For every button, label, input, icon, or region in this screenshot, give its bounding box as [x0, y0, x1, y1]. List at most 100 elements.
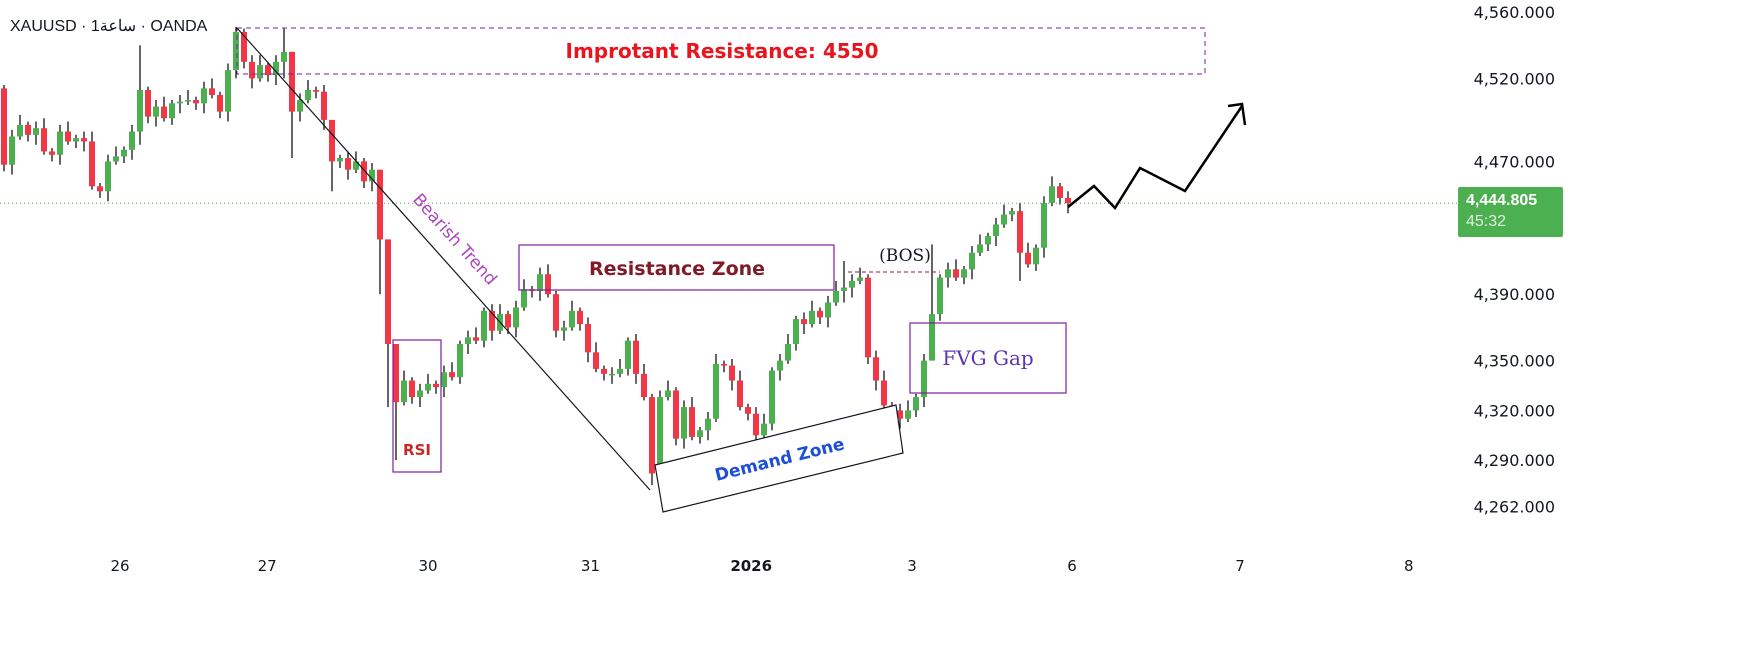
- price-tick-label: 4,320.000: [1474, 401, 1555, 420]
- candle: [809, 300, 815, 328]
- resistance-zone-box[interactable]: [518, 244, 835, 291]
- time-axis[interactable]: 26 27 30 31 2026 3 6 7 8: [110, 557, 1413, 575]
- candle-body: [1041, 202, 1047, 248]
- candle-body: [105, 161, 111, 192]
- candle-body: [713, 363, 719, 419]
- candle: [673, 387, 679, 446]
- candle-body: [289, 51, 295, 112]
- candle-body: [393, 344, 399, 403]
- candle-body: [361, 161, 367, 182]
- candle-body: [881, 380, 887, 406]
- candle-body: [937, 277, 943, 315]
- candle-body: [145, 90, 151, 117]
- candle-body: [1009, 211, 1015, 215]
- candle-body: [505, 314, 511, 328]
- candle: [617, 358, 623, 378]
- candle-body: [137, 90, 143, 132]
- candle-body: [1057, 186, 1063, 198]
- candle: [849, 274, 855, 298]
- candle: [745, 403, 751, 421]
- bearish-trend-label: Bearish Trend: [408, 190, 500, 289]
- candle: [313, 86, 319, 99]
- important-resistance-box[interactable]: [236, 27, 1206, 75]
- candle-body: [265, 65, 271, 76]
- rsi-box[interactable]: [392, 339, 442, 473]
- candle: [345, 151, 351, 180]
- candle-body: [801, 319, 807, 325]
- candle: [225, 63, 231, 122]
- last-price-badge: 4,444.805 45:32: [1458, 187, 1563, 237]
- demand-zone-box[interactable]: [654, 404, 904, 513]
- candle: [217, 91, 223, 119]
- bearish-trend-line[interactable]: [236, 27, 651, 491]
- candle-body: [217, 95, 223, 112]
- candle: [401, 370, 407, 406]
- candle: [929, 244, 935, 361]
- candle: [25, 121, 31, 142]
- candle-body: [185, 99, 191, 102]
- candle-body: [121, 149, 127, 157]
- candle: [641, 363, 647, 401]
- candle: [105, 154, 111, 202]
- candle-body: [841, 287, 847, 291]
- candle: [545, 264, 551, 298]
- candle: [865, 274, 871, 364]
- time-tick-label: 8: [1404, 557, 1414, 575]
- candle: [1041, 196, 1047, 258]
- candle: [905, 400, 911, 423]
- candle-body: [257, 65, 263, 79]
- candle-body: [9, 136, 15, 165]
- candle: [449, 362, 455, 381]
- fvg-gap-box[interactable]: [909, 322, 1067, 394]
- candle-body: [129, 131, 135, 150]
- candle-body: [153, 106, 159, 117]
- candles: [1, 26, 1071, 486]
- candle: [457, 340, 463, 384]
- candle-body: [793, 319, 799, 344]
- candle-body: [337, 158, 343, 162]
- candle: [65, 121, 71, 145]
- candle: [521, 279, 527, 311]
- candle: [841, 261, 847, 303]
- candle-body: [705, 418, 711, 431]
- candle: [937, 274, 943, 321]
- candle-body: [897, 410, 903, 419]
- price-tick-label: 4,350.000: [1474, 352, 1555, 371]
- candle-body: [681, 407, 687, 439]
- candle: [801, 312, 807, 335]
- candle: [1049, 176, 1055, 207]
- candle: [57, 124, 63, 165]
- candle-body: [225, 70, 231, 112]
- candle-body: [417, 390, 423, 398]
- candle: [625, 337, 631, 376]
- candle: [1033, 244, 1039, 271]
- candle-body: [25, 124, 31, 135]
- candle: [1065, 191, 1071, 214]
- candle-body: [825, 302, 831, 318]
- bar-countdown: 45:32: [1466, 213, 1507, 230]
- candle: [129, 124, 135, 160]
- candle: [193, 96, 199, 110]
- price-axis[interactable]: 4,560.000 4,520.000 4,470.000 4,390.000 4,35…: [1474, 3, 1555, 517]
- candle-body: [193, 99, 199, 104]
- time-tick-label: 30: [418, 557, 437, 575]
- candle-body: [665, 390, 671, 398]
- candle: [649, 393, 655, 486]
- candle-body: [345, 158, 351, 170]
- last-price-value: 4,444.805: [1466, 192, 1538, 209]
- candle-body: [601, 368, 607, 374]
- candle-body: [585, 324, 591, 353]
- candle: [73, 134, 79, 149]
- candle: [265, 61, 271, 82]
- candle-body: [385, 239, 391, 344]
- candle-body: [625, 340, 631, 369]
- candle-body: [401, 380, 407, 403]
- candle-body: [785, 344, 791, 361]
- candle: [1025, 242, 1031, 268]
- projection-path[interactable]: [1067, 105, 1244, 211]
- candle: [761, 413, 767, 439]
- candle: [681, 400, 687, 449]
- candle-body: [769, 370, 775, 424]
- candle: [161, 96, 167, 122]
